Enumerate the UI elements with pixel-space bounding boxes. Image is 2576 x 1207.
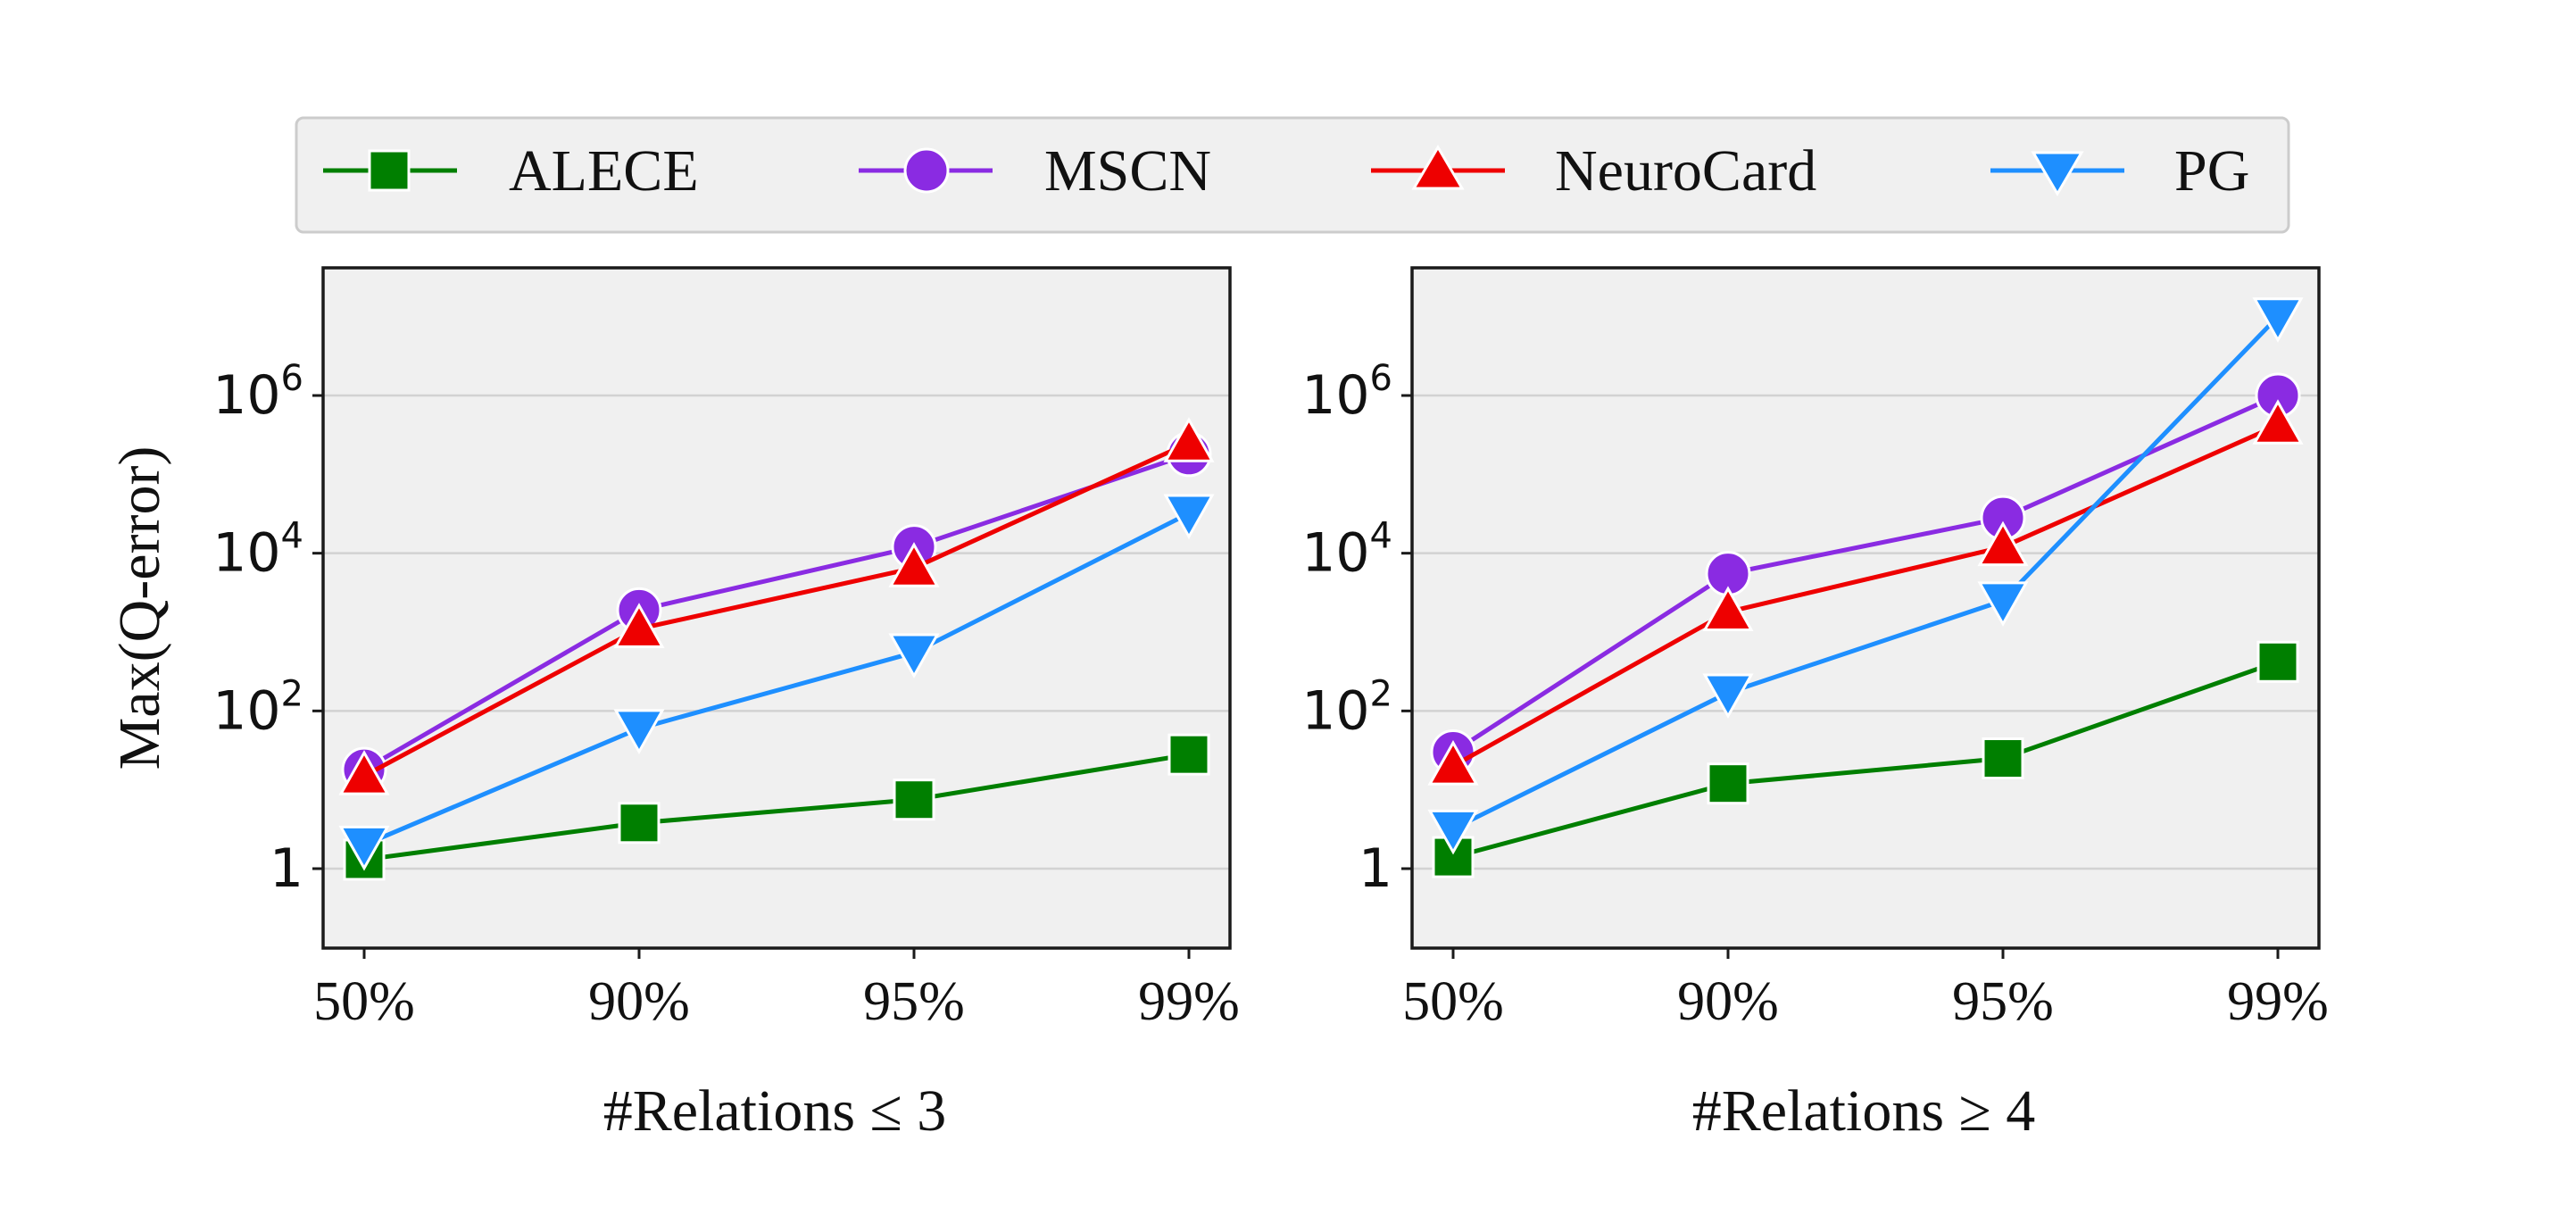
left-ticks: 1 102 104 106 50% 90% 95% 99% [212, 358, 1240, 1032]
legend-entry-mscn: MSCN [859, 138, 1211, 204]
left-y-axis-label: Max(Q-error) [107, 446, 172, 770]
legend-label-pg: PG [2174, 138, 2249, 204]
left-point-neurocard [888, 542, 940, 587]
left-axes-frame [321, 266, 1232, 950]
right-point-alece [2256, 640, 2299, 683]
left-y-tick-label: 106 [212, 358, 303, 427]
left-series [338, 417, 1215, 881]
right-series-line-pg [1451, 314, 2280, 831]
right-point-neurocard [1977, 520, 2029, 567]
left-series-line-alece [363, 752, 1190, 862]
right-y-tick-label: 104 [1301, 516, 1392, 585]
left-point-neurocard [338, 750, 390, 795]
right-panel: 1 102 104 106 50% 90% 95% 99% #Relations ≥ 4 [1301, 266, 2329, 1144]
right-x-tick-label: 50% [1402, 971, 1504, 1032]
right-y-tick-label: 106 [1301, 358, 1392, 427]
left-x-tick-label: 90% [588, 971, 690, 1032]
legend-entry-neurocard: NeuroCard [1371, 138, 1816, 204]
left-point-neurocard [1163, 417, 1215, 462]
legend-marker-mscn [903, 147, 950, 194]
left-point-pg [613, 709, 665, 754]
legend-label-mscn: MSCN [1044, 138, 1211, 204]
right-point-pg [1702, 673, 1754, 720]
right-series-line-neurocard [1451, 423, 2280, 769]
right-ticks: 1 102 104 106 50% 90% 95% 99% [1301, 358, 2329, 1032]
right-series [1427, 297, 2304, 878]
right-point-neurocard [1427, 740, 1479, 786]
left-point-pg [888, 633, 940, 678]
right-point-neurocard [1702, 586, 1754, 631]
left-point-alece [893, 778, 935, 821]
left-gridlines [323, 394, 1230, 870]
legend-frame [295, 116, 2290, 234]
right-point-pg [1977, 581, 2029, 627]
legend: ALECE MSCN NeuroCard PG [295, 116, 2290, 234]
legend-marker-pg [2031, 151, 2084, 196]
legend-entry-pg: PG [1990, 138, 2249, 204]
legend-label-neurocard: NeuroCard [1555, 138, 1816, 204]
right-x-axis-label: #Relations ≥ 4 [1692, 1078, 2036, 1144]
legend-label-alece: ALECE [509, 138, 699, 204]
left-plot-area [323, 268, 1230, 948]
left-series-line-neurocard [362, 440, 1191, 778]
left-point-alece [1168, 733, 1210, 776]
left-x-tick-label: 99% [1138, 971, 1240, 1032]
right-point-pg [1427, 809, 1479, 855]
left-y-tick-label: 102 [212, 673, 303, 742]
right-point-alece [1982, 737, 2024, 780]
left-x-tick-label: 50% [313, 971, 415, 1032]
right-point-alece [1707, 762, 1749, 805]
right-point-pg [2252, 297, 2304, 343]
legend-marker-neurocard [1411, 145, 1465, 190]
right-gridlines [1412, 394, 2319, 870]
left-panel: 1 102 104 106 50% 90% 95% 99% Max(Q-error) #Rel… [107, 266, 1240, 1144]
left-point-pg [338, 825, 390, 871]
left-point-alece [618, 802, 661, 845]
legend-entry-alece: ALECE [323, 138, 699, 204]
right-x-tick-label: 95% [1952, 971, 2054, 1032]
right-x-tick-label: 99% [2227, 971, 2329, 1032]
left-y-tick-label: 1 [270, 837, 303, 900]
right-plot-area [1412, 268, 2319, 948]
left-series-line-mscn [362, 452, 1190, 772]
left-x-tick-label: 95% [863, 971, 965, 1032]
legend-marker-alece [368, 149, 411, 192]
right-axes-frame [1410, 266, 2321, 950]
left-series-line-pg [363, 511, 1191, 847]
left-point-pg [1163, 494, 1215, 540]
right-y-tick-label: 102 [1301, 673, 1392, 742]
right-series-line-alece [1452, 659, 2279, 860]
left-x-axis-label: #Relations ≤ 3 [603, 1078, 947, 1144]
left-point-neurocard [613, 603, 665, 648]
right-point-neurocard [2252, 399, 2304, 445]
right-y-tick-label: 1 [1359, 837, 1392, 900]
left-y-tick-label: 104 [212, 516, 303, 585]
right-x-tick-label: 90% [1677, 971, 1779, 1032]
